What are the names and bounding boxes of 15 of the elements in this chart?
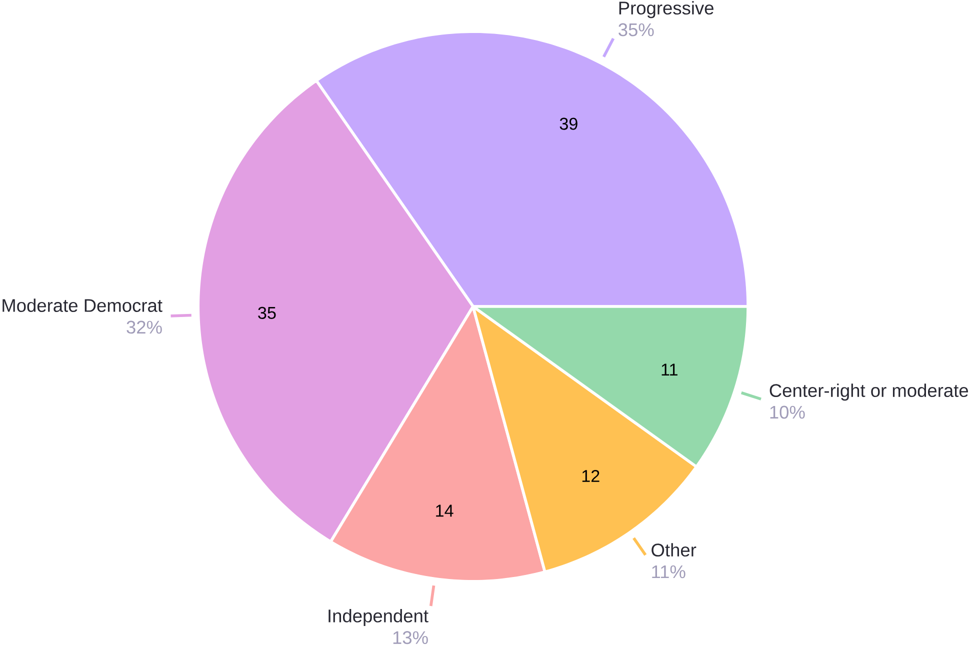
text: 11 <box>662 364 678 376</box>
text: 35 <box>258 306 276 319</box>
text: 14 <box>436 504 454 516</box>
data-label: 10% <box>770 406 805 419</box>
data-label: 32% <box>126 320 162 334</box>
data-label: 35% <box>618 23 654 36</box>
slice-label: Progressive <box>619 1 714 18</box>
slice-label: Independent <box>328 608 428 626</box>
data-label: 11% <box>652 565 686 578</box>
slice-label: Moderate Democrat <box>2 298 162 312</box>
text: 12 <box>582 470 600 482</box>
slice-label: Other <box>652 543 696 556</box>
data-label: 13% <box>393 631 428 644</box>
text: 39 <box>560 118 578 130</box>
slice-label: Center-right or moderate <box>770 384 968 401</box>
